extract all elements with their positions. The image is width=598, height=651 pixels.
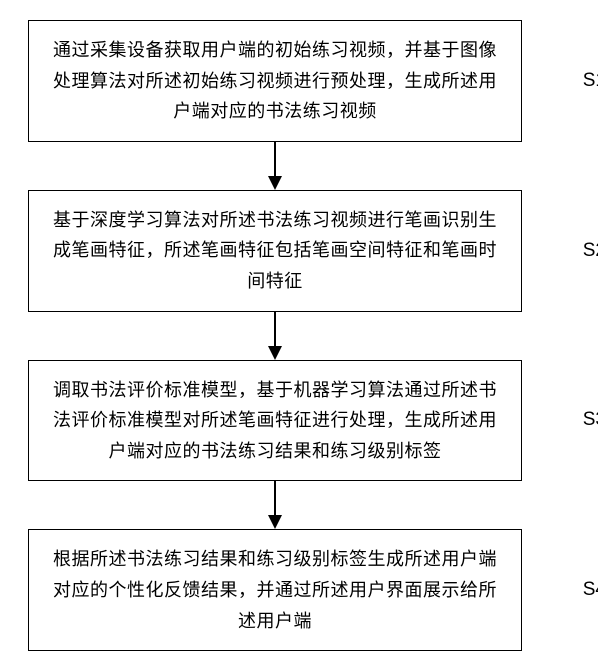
step-text: 调取书法评价标准模型，基于机器学习算法通过所述书法评价标准模型对所述笔画特征进行… — [53, 380, 497, 461]
arrow — [28, 481, 522, 529]
step-label-s1: S1 — [583, 70, 598, 92]
arrow — [28, 312, 522, 360]
step-label-s2: S2 — [583, 240, 598, 262]
step-row: 通过采集设备获取用户端的初始练习视频，并基于图像处理算法对所述初始练习视频进行预… — [28, 20, 568, 142]
step-box-s1: 通过采集设备获取用户端的初始练习视频，并基于图像处理算法对所述初始练习视频进行预… — [28, 20, 522, 142]
step-text: 根据所述书法练习结果和练习级别标签生成所述用户端对应的个性化反馈结果，并通过所述… — [53, 549, 497, 630]
arrow — [28, 142, 522, 190]
step-box-s2: 基于深度学习算法对所述书法练习视频进行笔画识别生成笔画特征，所述笔画特征包括笔画… — [28, 190, 522, 312]
flowchart-container: 通过采集设备获取用户端的初始练习视频，并基于图像处理算法对所述初始练习视频进行预… — [28, 20, 568, 651]
step-label-s4: S4 — [583, 579, 598, 601]
step-box-s3: 调取书法评价标准模型，基于机器学习算法通过所述书法评价标准模型对所述笔画特征进行… — [28, 360, 522, 482]
step-row: 基于深度学习算法对所述书法练习视频进行笔画识别生成笔画特征，所述笔画特征包括笔画… — [28, 190, 568, 312]
step-text: 基于深度学习算法对所述书法练习视频进行笔画识别生成笔画特征，所述笔画特征包括笔画… — [53, 210, 497, 291]
step-box-s4: 根据所述书法练习结果和练习级别标签生成所述用户端对应的个性化反馈结果，并通过所述… — [28, 529, 522, 651]
step-label-s3: S3 — [583, 409, 598, 431]
step-row: 调取书法评价标准模型，基于机器学习算法通过所述书法评价标准模型对所述笔画特征进行… — [28, 360, 568, 482]
step-row: 根据所述书法练习结果和练习级别标签生成所述用户端对应的个性化反馈结果，并通过所述… — [28, 529, 568, 651]
step-text: 通过采集设备获取用户端的初始练习视频，并基于图像处理算法对所述初始练习视频进行预… — [53, 40, 497, 121]
